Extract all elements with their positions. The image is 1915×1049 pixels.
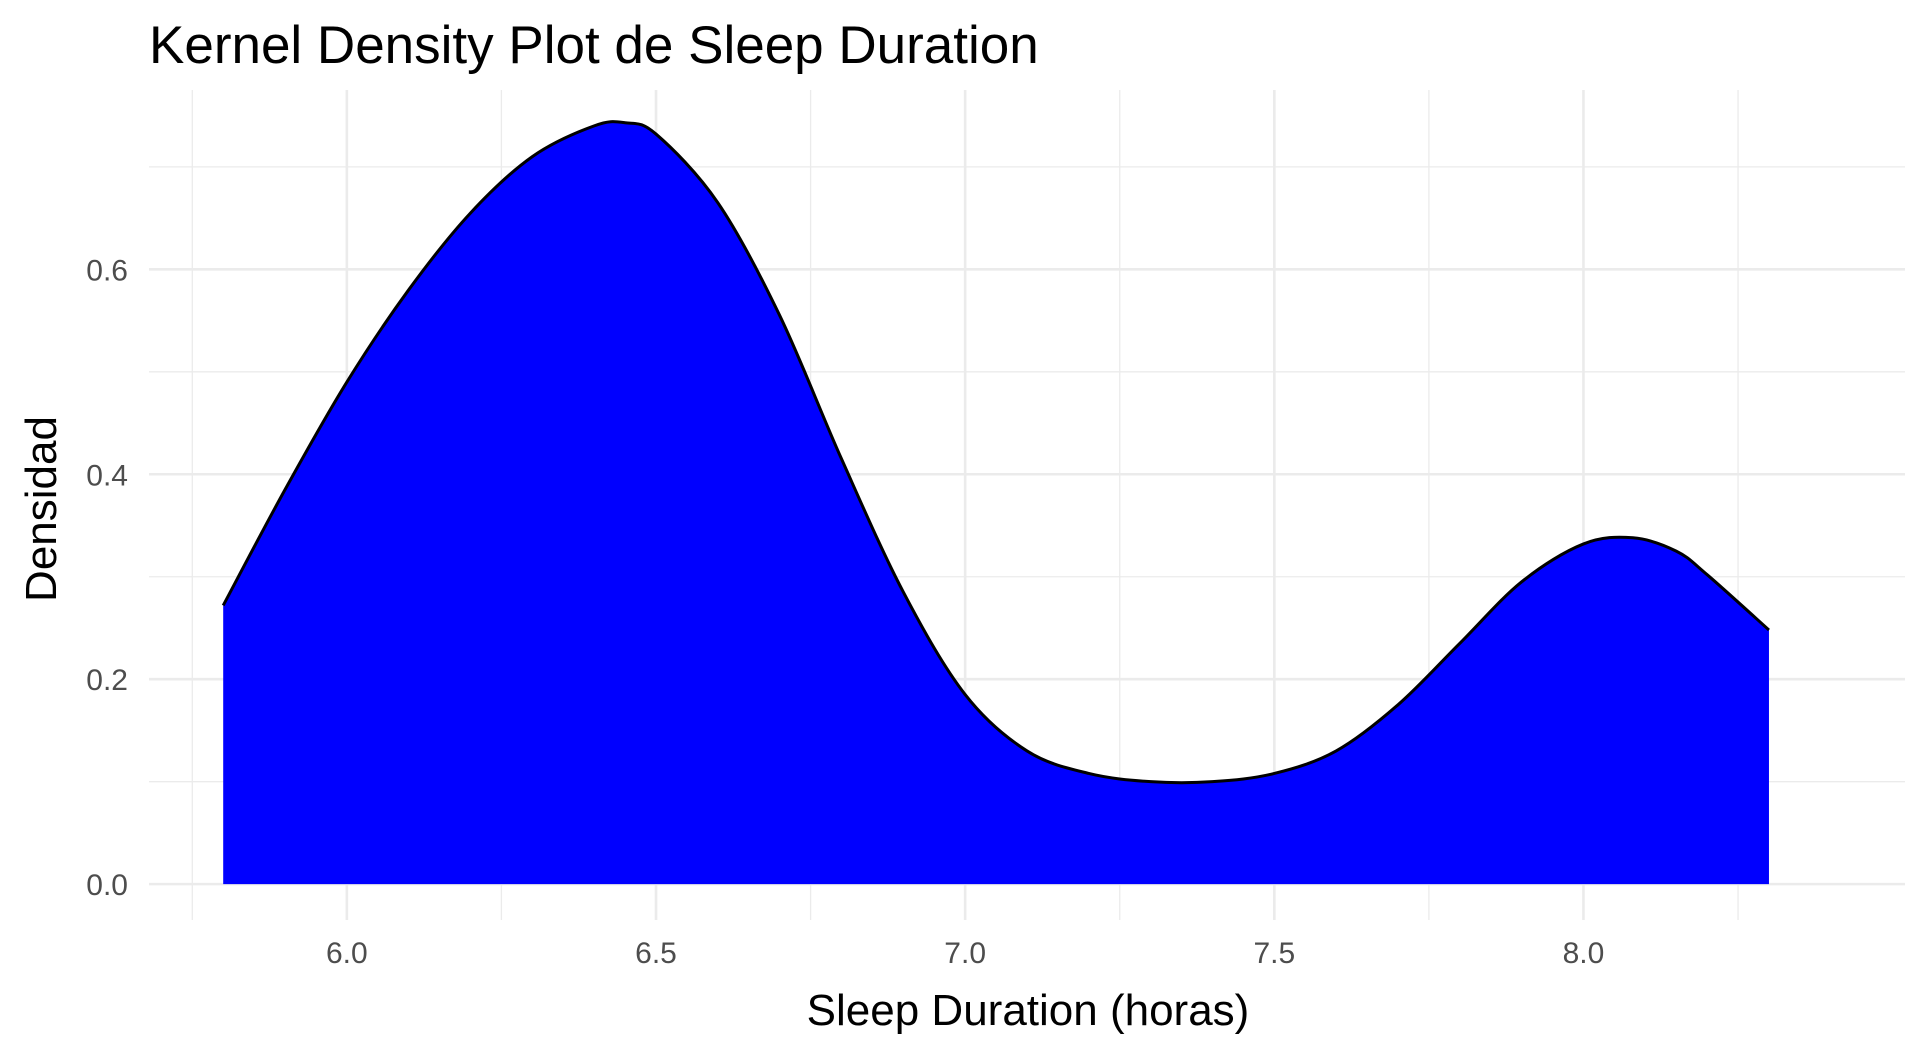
y-tick-label: 0.6 <box>86 254 128 287</box>
chart-title: Kernel Density Plot de Sleep Duration <box>149 16 1039 75</box>
x-tick-label: 6.5 <box>635 937 677 970</box>
axes: 6.0 6.5 7.0 7.5 8.0 0.0 0.2 0.4 0.6 <box>86 254 1604 970</box>
x-tick-label: 7.0 <box>944 937 986 970</box>
y-tick-label: 0.2 <box>86 664 128 697</box>
x-axis-title: Sleep Duration (horas) <box>807 986 1250 1035</box>
density-area <box>223 121 1769 885</box>
y-tick-label: 0.0 <box>86 869 128 902</box>
x-tick-label: 7.5 <box>1253 937 1295 970</box>
y-axis-title: Densidad <box>17 416 66 602</box>
x-tick-label: 8.0 <box>1563 937 1605 970</box>
plot-area <box>221 120 1770 885</box>
y-tick-label: 0.4 <box>86 459 128 492</box>
x-tick-label: 6.0 <box>326 937 368 970</box>
density-curve-outline <box>221 120 1770 785</box>
